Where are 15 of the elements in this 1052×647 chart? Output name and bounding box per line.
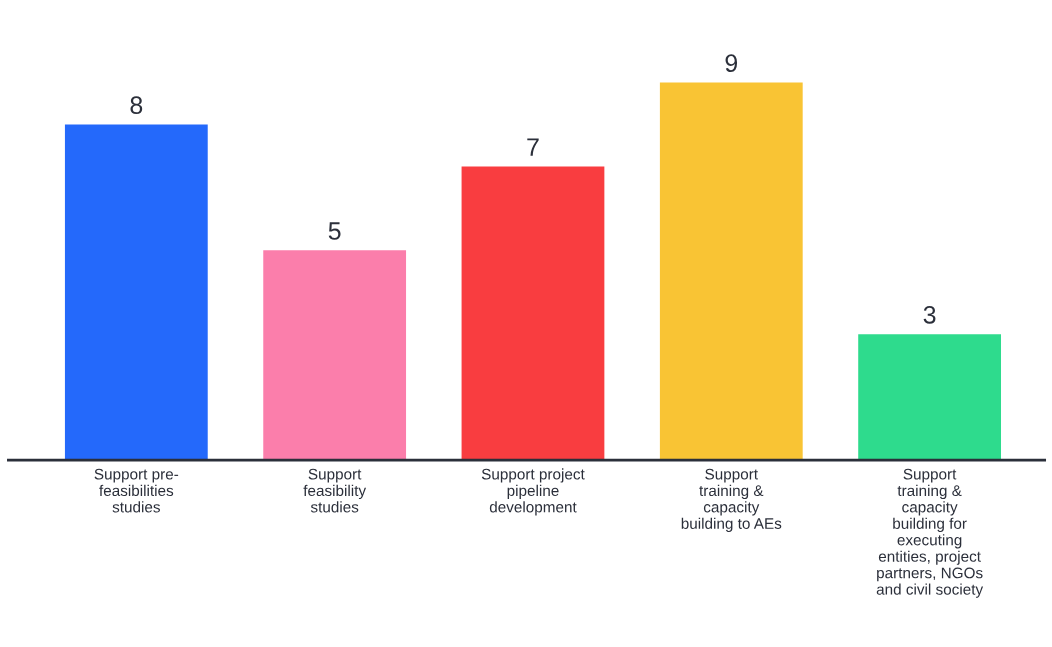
data-label: 9 (725, 54, 738, 73)
x-tick-label: Support feasibility studies (303, 468, 367, 513)
bar (659, 82, 803, 461)
bar (263, 250, 407, 461)
bar (461, 166, 605, 461)
bar (64, 124, 208, 461)
x-tick-label: Support training & capacity building for executing entities, project partners, NGOs and civil society (876, 468, 984, 598)
data-label: 3 (923, 305, 936, 324)
bar (858, 334, 1002, 461)
data-label: 7 (527, 138, 539, 156)
x-tick-label: Support pre- feasibilities studies (94, 468, 179, 513)
x-tick-label: Support training & capacity building to AEs (681, 468, 782, 532)
data-label: 8 (130, 96, 143, 114)
data-label: 5 (328, 222, 341, 240)
x-tick-label: Support project pipeline development (481, 468, 585, 516)
